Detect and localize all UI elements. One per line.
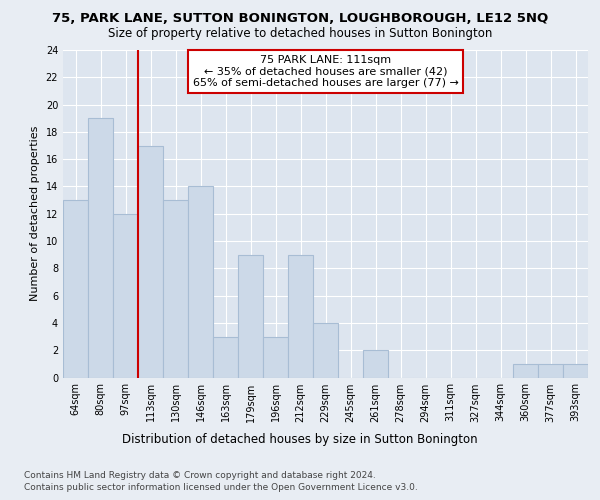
Bar xyxy=(213,336,238,378)
Y-axis label: Number of detached properties: Number of detached properties xyxy=(30,126,40,302)
Bar xyxy=(113,214,138,378)
Bar xyxy=(138,146,163,378)
Bar xyxy=(188,186,213,378)
Text: 75, PARK LANE, SUTTON BONINGTON, LOUGHBOROUGH, LE12 5NQ: 75, PARK LANE, SUTTON BONINGTON, LOUGHBO… xyxy=(52,12,548,26)
Text: Distribution of detached houses by size in Sutton Bonington: Distribution of detached houses by size … xyxy=(122,432,478,446)
Bar xyxy=(163,200,188,378)
Bar xyxy=(563,364,588,378)
Text: Contains HM Land Registry data © Crown copyright and database right 2024.: Contains HM Land Registry data © Crown c… xyxy=(24,471,376,480)
Bar xyxy=(263,336,288,378)
Bar xyxy=(363,350,388,378)
Bar xyxy=(238,254,263,378)
Bar xyxy=(313,323,338,378)
Bar xyxy=(63,200,88,378)
Bar xyxy=(513,364,538,378)
Bar xyxy=(288,254,313,378)
Text: Contains public sector information licensed under the Open Government Licence v3: Contains public sector information licen… xyxy=(24,483,418,492)
Text: 75 PARK LANE: 111sqm
← 35% of detached houses are smaller (42)
65% of semi-detac: 75 PARK LANE: 111sqm ← 35% of detached h… xyxy=(193,55,458,88)
Bar xyxy=(538,364,563,378)
Text: Size of property relative to detached houses in Sutton Bonington: Size of property relative to detached ho… xyxy=(108,28,492,40)
Bar xyxy=(88,118,113,378)
